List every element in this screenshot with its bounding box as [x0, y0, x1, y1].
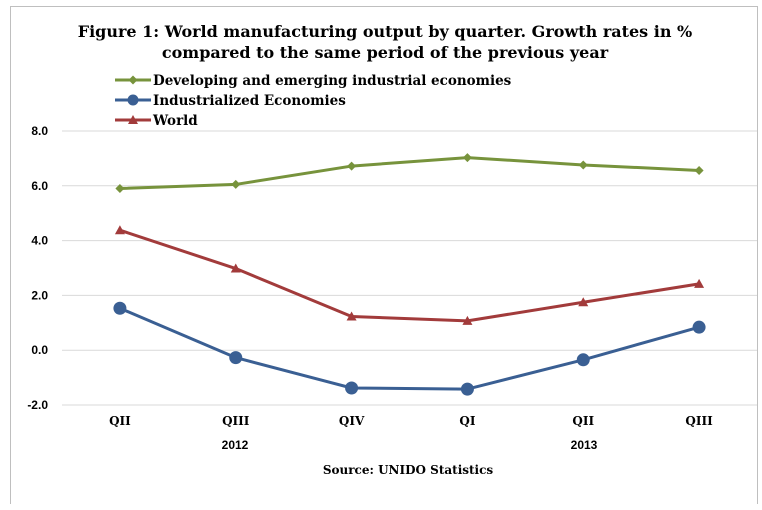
data-point [576, 353, 590, 367]
series-line [119, 306, 700, 391]
data-point [128, 115, 138, 124]
data-point [578, 160, 588, 170]
y-tick-label: 0.0 [31, 343, 48, 357]
x-tick-label: QIII [222, 414, 250, 428]
legend-entry: World [115, 113, 198, 129]
data-point [345, 381, 359, 395]
y-tick-label: 2.0 [31, 288, 48, 302]
series-3 [114, 225, 705, 325]
data-point [694, 278, 705, 288]
y-tick-label: 8.0 [31, 124, 48, 138]
y-axis: 8.0 6.0 4.0 2.0 0.0 -2.0 [27, 124, 48, 412]
legend-label: Developing and emerging industrial econo… [153, 73, 512, 89]
y-tick-label: 6.0 [31, 179, 48, 193]
series-2 [113, 301, 706, 396]
data-point [113, 301, 127, 315]
data-point [114, 225, 125, 235]
legend-label: Industrialized Economies [153, 93, 346, 109]
source-note: Source: UNIDO Statistics [323, 463, 494, 477]
chart-title-line-1: Figure 1: World manufacturing output by … [78, 22, 693, 41]
year-label-2013: 2013 [571, 438, 598, 452]
data-point [692, 320, 706, 334]
data-point [346, 311, 357, 321]
data-point [115, 184, 125, 194]
y-tick-label: -2.0 [27, 398, 48, 412]
gridlines [62, 130, 757, 406]
x-tick-label: QII [109, 414, 131, 428]
series-1 [115, 153, 704, 194]
legend-entry: Industrialized Economies [115, 93, 346, 109]
data-point [128, 75, 138, 85]
series-group [113, 153, 706, 396]
year-label-2012: 2012 [222, 438, 249, 452]
data-point [230, 263, 241, 273]
x-tick-label: QIII [685, 414, 713, 428]
data-point [578, 297, 589, 307]
series-line [119, 228, 700, 323]
legend-entry: Developing and emerging industrial econo… [115, 73, 512, 89]
chart-title-line-2: compared to the same period of the previ… [162, 43, 609, 62]
x-axis: QII QIII QIV QI QII QIII [109, 414, 713, 428]
data-point [231, 179, 241, 189]
data-point [347, 161, 357, 171]
chart-frame [10, 6, 758, 504]
data-point [460, 382, 474, 396]
legend-label: World [152, 113, 198, 129]
y-tick-label: 4.0 [31, 234, 48, 248]
data-point [229, 351, 243, 365]
data-point [462, 153, 472, 163]
legend: Developing and emerging industrial econo… [115, 73, 512, 129]
x-tick-label: QI [459, 414, 475, 428]
data-point [694, 165, 704, 175]
data-point [462, 315, 473, 325]
series-line [119, 156, 700, 191]
x-tick-label: QIV [339, 414, 365, 428]
data-point [127, 94, 139, 106]
x-tick-label: QII [572, 414, 594, 428]
